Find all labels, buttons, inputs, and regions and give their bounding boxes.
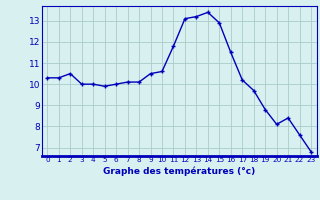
X-axis label: Graphe des températures (°c): Graphe des températures (°c) bbox=[103, 166, 255, 176]
